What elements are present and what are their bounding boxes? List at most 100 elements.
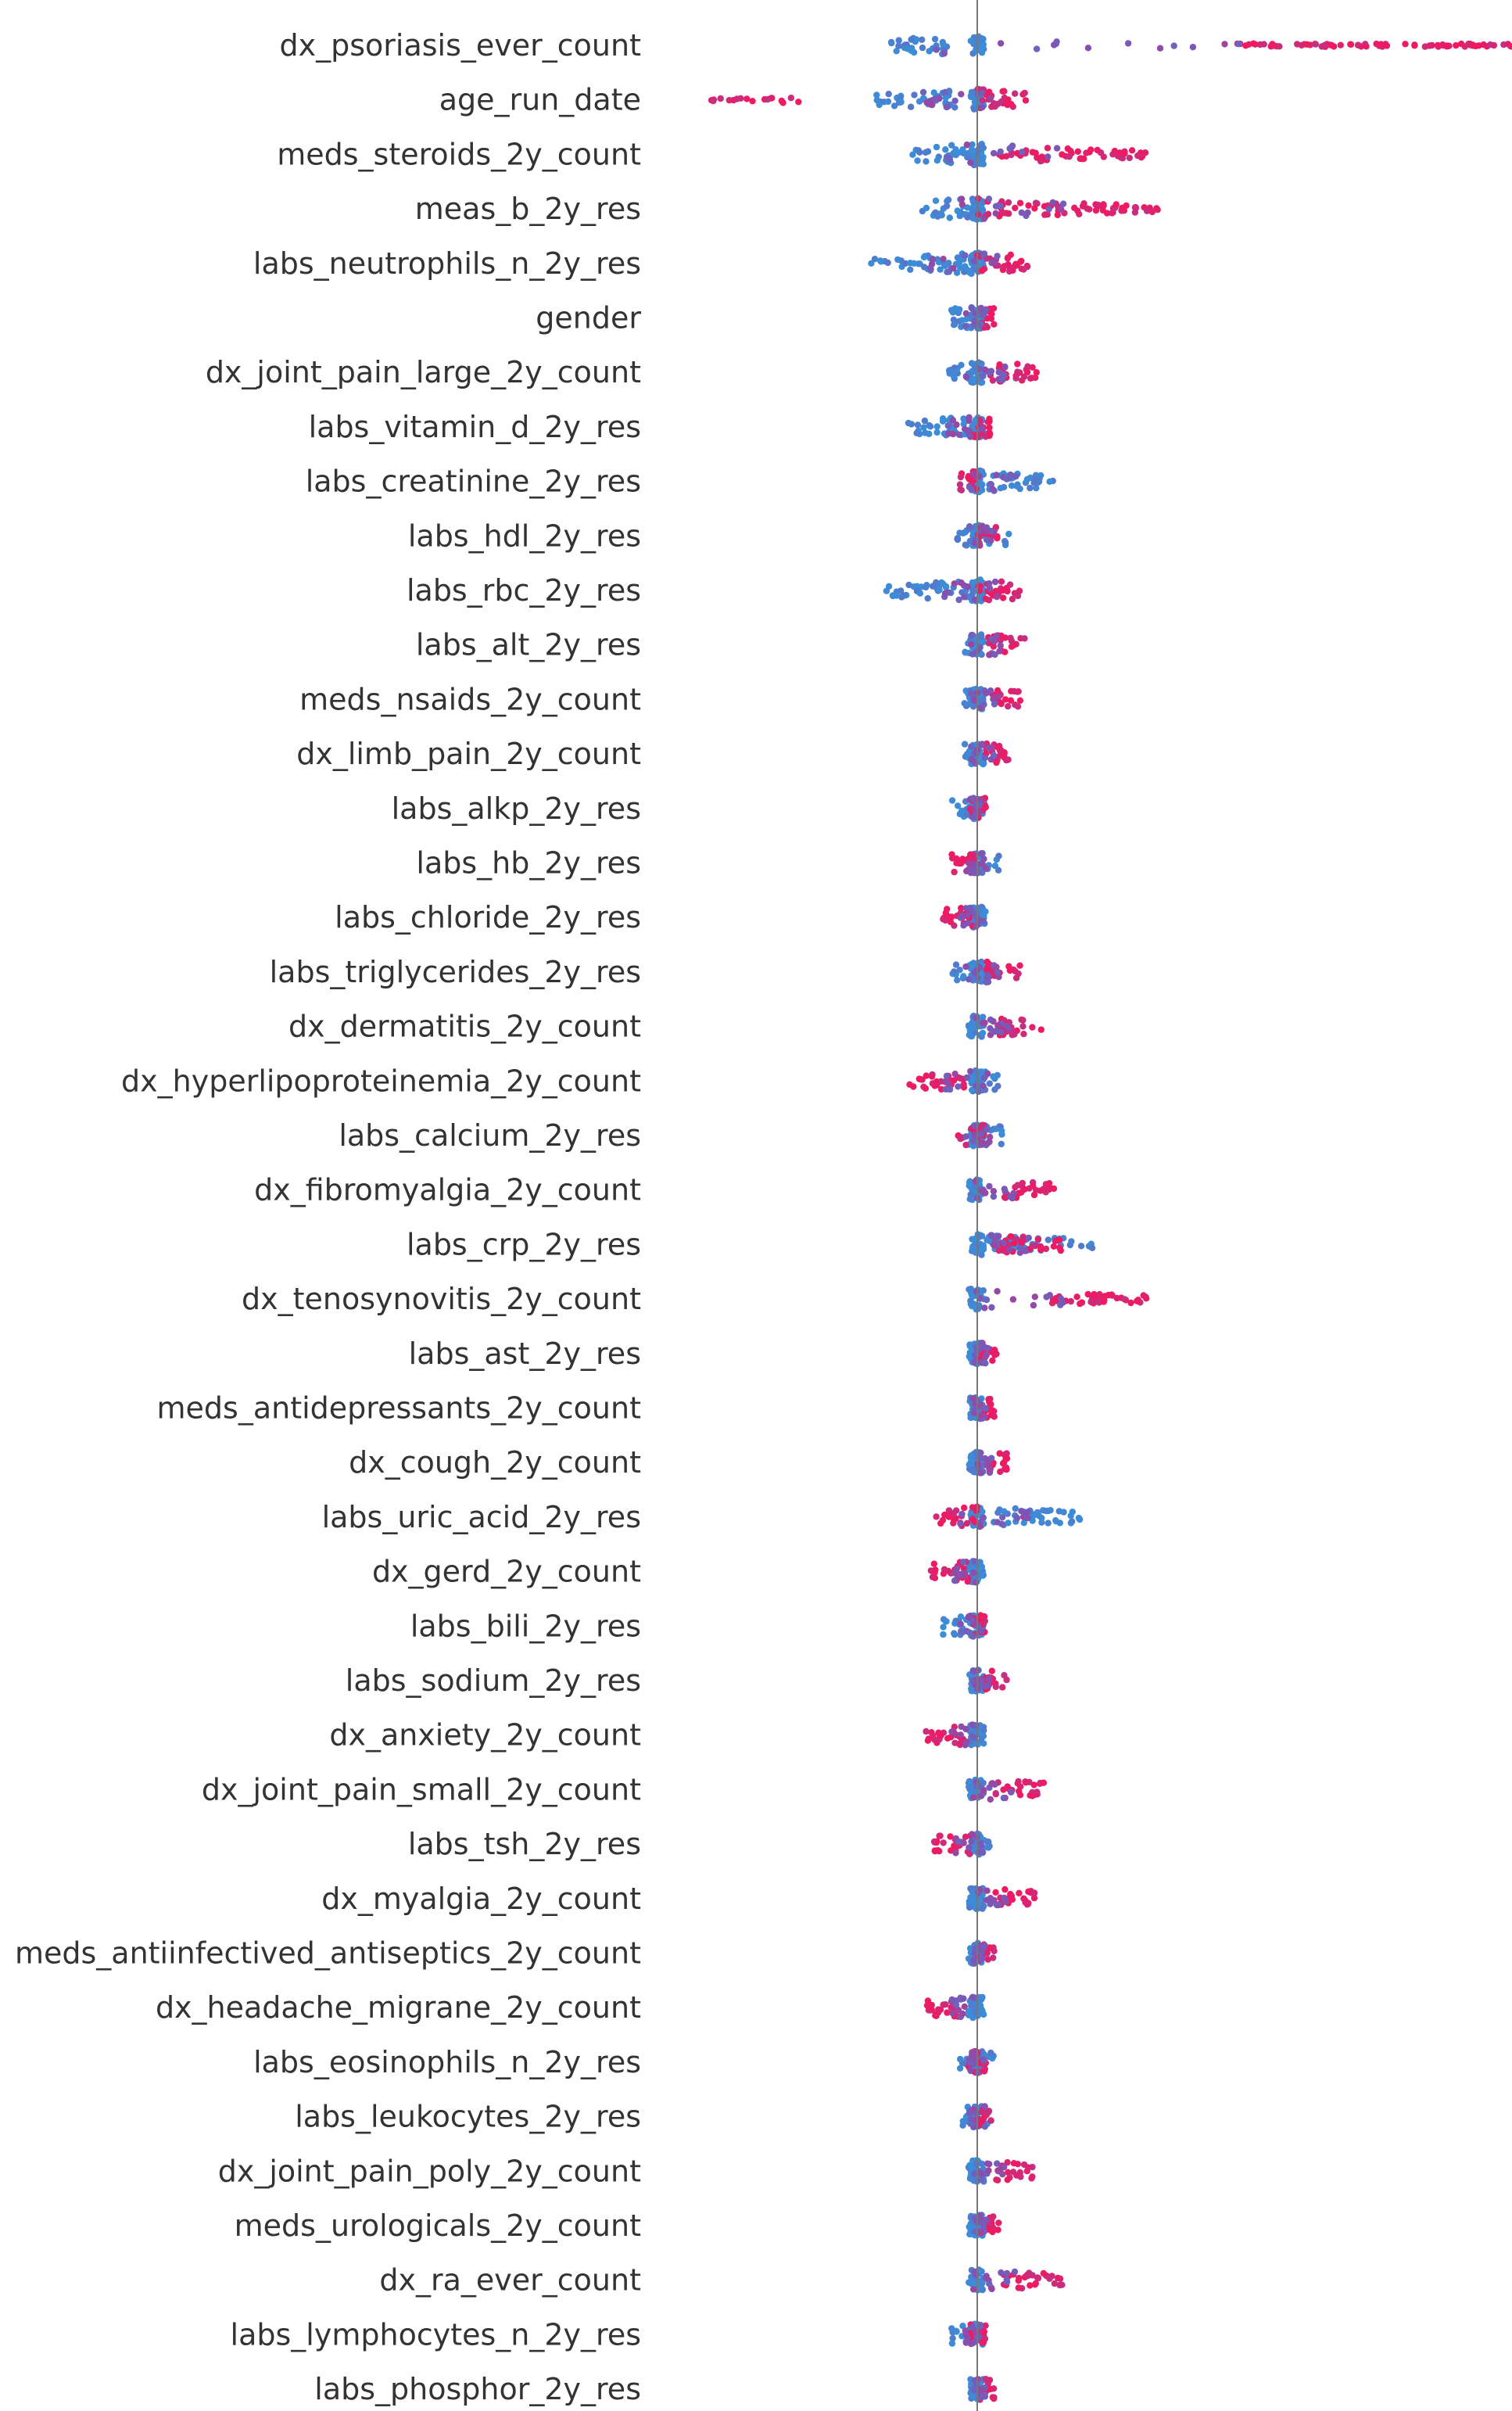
shap-point-labs-crp-2y-res [984, 1236, 991, 1243]
shap-point-dx-tenosynovitis-2y-count [1134, 1297, 1141, 1304]
shap-point-dx-dermatitis-2y-count [998, 1028, 1005, 1036]
shap-point-meas-b-2y-res [975, 211, 982, 218]
shap-point-labs-hb-2y-res [980, 856, 987, 863]
shap-point-age-run-date [873, 91, 880, 99]
shap-point-meds-antiinfectived-antiseptics-2y-count [990, 1954, 997, 1961]
shap-point-meds-nsaids-2y-count [1012, 701, 1019, 709]
shap-point-labs-uric-acid-2y-res [1013, 1514, 1021, 1522]
shap-point-age-run-date [979, 97, 987, 104]
shap-point-dx-tenosynovitis-2y-count [1113, 1294, 1120, 1302]
shap-point-labs-calcium-2y-res [987, 1133, 994, 1141]
shap-point-meds-antidepressants-2y-count [991, 1413, 998, 1420]
shap-point-dx-fibromyalgia-2y-count [979, 1188, 986, 1195]
shap-point-labs-calcium-2y-res [962, 1141, 969, 1149]
shap-point-labs-hb-2y-res [966, 859, 973, 867]
shap-point-dx-hyperlipoproteinemia-2y-count [943, 1072, 951, 1080]
shap-point-dx-psoriasis-ever-count [1504, 41, 1512, 48]
shap-point-labs-creatinine-2y-res [1000, 483, 1008, 491]
shap-point-labs-calcium-2y-res [978, 1141, 985, 1149]
shap-point-meds-antidepressants-2y-count [967, 1414, 974, 1422]
shap-point-labs-crp-2y-res [971, 1246, 978, 1254]
shap-point-labs-chloride-2y-res [960, 922, 967, 929]
shap-point-dx-psoriasis-ever-count [980, 35, 987, 43]
feature-label: meds_nsaids_2y_count [299, 682, 641, 716]
shap-point-labs-neutrophils-n-2y-res [1020, 266, 1027, 273]
shap-point-dx-myalgia-2y-count [1023, 1901, 1031, 1908]
shap-point-labs-uric-acid-2y-res [1020, 1519, 1028, 1527]
shap-point-labs-neutrophils-n-2y-res [991, 259, 998, 266]
shap-point-labs-bili-2y-res [966, 1613, 973, 1620]
shap-point-dx-joint-pain-large-2y-count [969, 368, 976, 375]
shap-point-labs-lymphocytes-n-2y-res [976, 2321, 984, 2329]
shap-point-dx-gerd-2y-count [944, 1567, 952, 1575]
shap-point-dx-fibromyalgia-2y-count [1042, 1189, 1049, 1196]
shap-point-dx-joint-pain-large-2y-count [1001, 363, 1009, 371]
shap-point-dx-psoriasis-ever-count [1084, 45, 1092, 52]
shap-point-dx-psoriasis-ever-count [1303, 41, 1311, 48]
shap-point-dx-joint-pain-large-2y-count [995, 368, 1002, 376]
shap-point-labs-crp-2y-res [1068, 1238, 1075, 1245]
shap-point-labs-creatinine-2y-res [965, 474, 972, 481]
shap-point-meds-urologicals-2y-count [980, 2219, 987, 2226]
shap-point-dx-joint-pain-poly-2y-count [976, 2169, 984, 2176]
shap-point-labs-alt-2y-res [996, 648, 1003, 655]
shap-point-dx-myalgia-2y-count [1025, 1888, 1032, 1896]
shap-point-dx-tenosynovitis-2y-count [967, 1297, 974, 1304]
shap-point-dx-tenosynovitis-2y-count [994, 1288, 1001, 1295]
shap-point-dx-cough-2y-count [976, 1469, 984, 1476]
feature-label: gender [536, 301, 641, 335]
shap-point-labs-uric-acid-2y-res [1012, 1505, 1019, 1512]
shap-point-dx-joint-pain-small-2y-count [1029, 1792, 1036, 1799]
shap-point-labs-uric-acid-2y-res [961, 1504, 968, 1512]
shap-point-labs-rbc-2y-res [1004, 587, 1011, 595]
shap-point-labs-vitamin-d-2y-res [987, 430, 994, 438]
shap-point-labs-vitamin-d-2y-res [960, 421, 967, 428]
feature-label: dx_gerd_2y_count [372, 1555, 641, 1589]
shap-point-dx-headache-migrane-2y-count [955, 2007, 962, 2014]
shap-point-labs-triglycerides-2y-res [993, 963, 1000, 970]
shap-point-dx-anxiety-2y-count [962, 1742, 969, 1749]
shap-point-labs-calcium-2y-res [977, 1131, 984, 1138]
shap-point-dx-tenosynovitis-2y-count [1077, 1300, 1084, 1308]
shap-point-dx-myalgia-2y-count [1030, 1894, 1038, 1902]
shap-point-dx-hyperlipoproteinemia-2y-count [994, 1082, 1001, 1090]
shap-point-labs-alkp-2y-res [958, 807, 966, 814]
feature-label: labs_rbc_2y_res [407, 573, 641, 608]
feature-label: labs_lymphocytes_n_2y_res [231, 2317, 641, 2352]
shap-point-labs-hb-2y-res [969, 851, 976, 859]
shap-point-dx-hyperlipoproteinemia-2y-count [928, 1073, 936, 1080]
shap-point-dx-myalgia-2y-count [992, 1889, 999, 1896]
shap-point-labs-hb-2y-res [951, 868, 958, 876]
shap-point-meds-nsaids-2y-count [967, 690, 975, 697]
shap-point-dx-psoriasis-ever-count [1337, 41, 1345, 48]
feature-label: labs_alt_2y_res [416, 628, 641, 662]
shap-point-labs-chloride-2y-res [973, 923, 980, 930]
shap-point-dx-psoriasis-ever-count [1170, 42, 1177, 49]
shap-point-dx-ra-ever-count [1056, 2275, 1064, 2282]
shap-point-meas-b-2y-res [1103, 210, 1111, 217]
shap-point-dx-joint-pain-small-2y-count [992, 1790, 999, 1797]
shap-point-dx-hyperlipoproteinemia-2y-count [955, 1083, 962, 1090]
shap-point-labs-rbc-2y-res [955, 596, 962, 604]
shap-point-labs-uric-acid-2y-res [1044, 1507, 1052, 1515]
shap-point-meas-b-2y-res [1031, 205, 1038, 212]
shap-point-labs-vitamin-d-2y-res [966, 433, 974, 440]
shap-point-dx-limb-pain-2y-count [981, 754, 989, 762]
shap-point-dx-joint-pain-poly-2y-count [1009, 2169, 1017, 2176]
shap-point-meds-steroids-2y-count [923, 158, 930, 165]
shap-point-dx-psoriasis-ever-count [1260, 41, 1267, 48]
shap-point-dx-joint-pain-large-2y-count [958, 361, 965, 368]
shap-point-age-run-date [911, 91, 918, 99]
shap-point-labs-vitamin-d-2y-res [986, 418, 993, 425]
shap-point-dx-ra-ever-count [1027, 2282, 1034, 2289]
shap-point-age-run-date [749, 98, 756, 105]
shap-point-labs-sodium-2y-res [985, 1682, 992, 1689]
shap-point-labs-creatinine-2y-res [1012, 472, 1019, 480]
shap-point-labs-calcium-2y-res [972, 1138, 980, 1145]
shap-point-meds-steroids-2y-count [1044, 153, 1052, 160]
shap-point-dx-joint-pain-small-2y-count [1014, 1780, 1022, 1787]
shap-point-dx-dermatitis-2y-count [981, 1019, 988, 1027]
shap-point-dx-myalgia-2y-count [989, 1896, 997, 1904]
shap-point-dx-psoriasis-ever-count [1461, 43, 1468, 50]
shap-point-meas-b-2y-res [1005, 199, 1012, 206]
